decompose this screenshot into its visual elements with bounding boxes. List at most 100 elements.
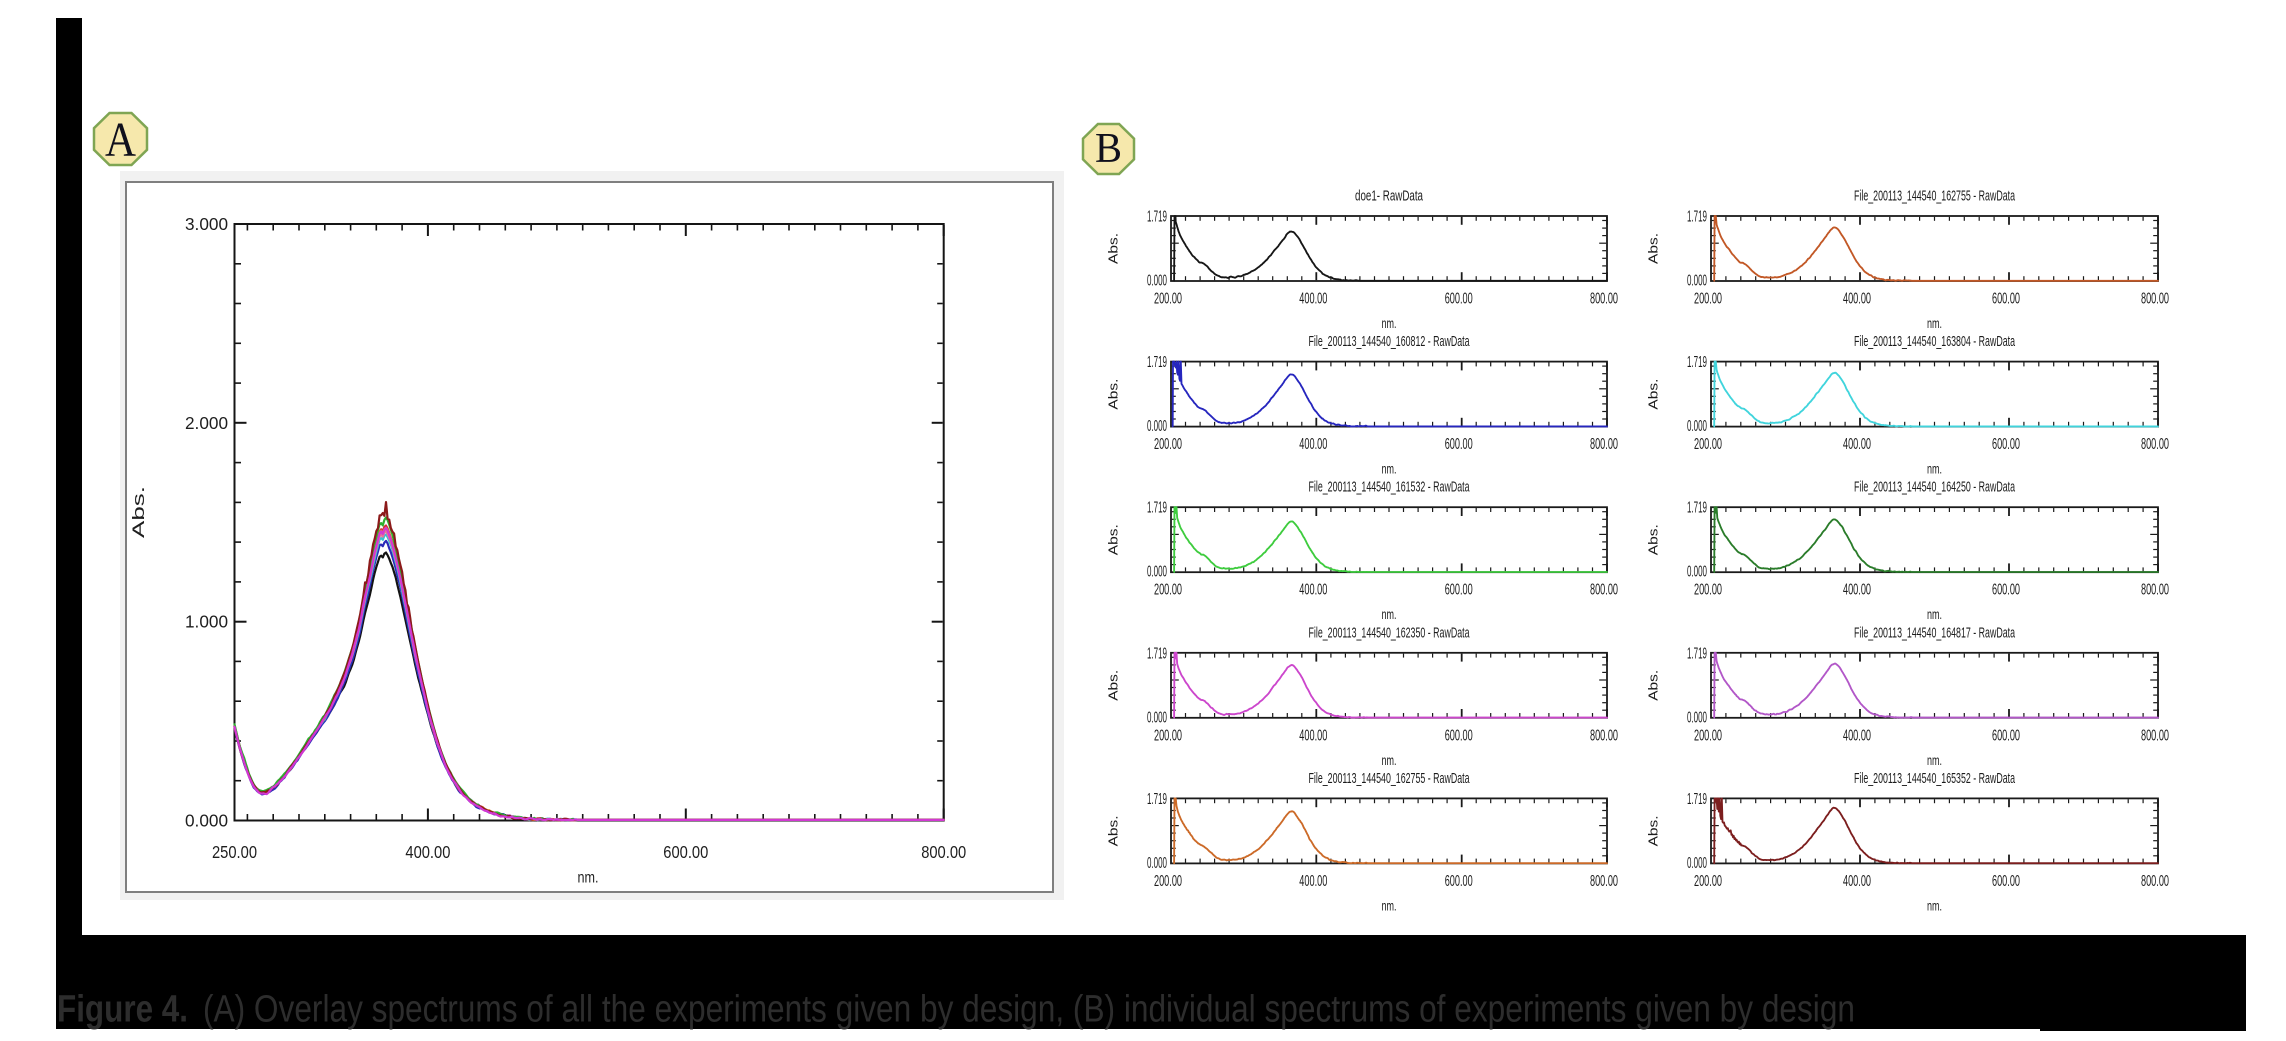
svg-text:200.00: 200.00 [1154, 291, 1182, 308]
svg-text:800.00: 800.00 [2141, 582, 2169, 599]
svg-text:File_200113_144540_161532 - Ra: File_200113_144540_161532 - RawData [1309, 479, 1470, 496]
svg-text:800.00: 800.00 [2141, 873, 2169, 890]
svg-text:400.00: 400.00 [1843, 873, 1871, 890]
svg-text:nm.: nm. [1927, 606, 1942, 622]
svg-text:File_200113_144540_162755 - Ra: File_200113_144540_162755 - RawData [1309, 770, 1470, 787]
svg-text:B: B [1095, 126, 1122, 172]
svg-text:Abs.: Abs. [1106, 815, 1121, 846]
svg-text:0.000: 0.000 [1687, 564, 1707, 581]
svg-text:600.00: 600.00 [1992, 582, 2020, 599]
svg-text:Abs.: Abs. [1106, 233, 1121, 264]
svg-text:1.719: 1.719 [1147, 645, 1167, 662]
svg-text:Abs.: Abs. [1106, 524, 1121, 555]
svg-text:nm.: nm. [578, 870, 599, 887]
svg-text:200.00: 200.00 [1694, 582, 1722, 599]
svg-text:400.00: 400.00 [1843, 727, 1871, 744]
svg-text:(A) Overlay spectrums of all t: (A) Overlay spectrums of all the experim… [203, 989, 1855, 1031]
svg-text:200.00: 200.00 [1694, 873, 1722, 890]
svg-text:File_200113_144540_164250 - Ra: File_200113_144540_164250 - RawData [1854, 479, 2015, 496]
svg-text:200.00: 200.00 [1154, 873, 1182, 890]
svg-text:600.00: 600.00 [1445, 582, 1473, 599]
svg-text:0.000: 0.000 [185, 811, 228, 831]
svg-text:0.000: 0.000 [1687, 855, 1707, 872]
svg-text:File_200113_144540_160812 - Ra: File_200113_144540_160812 - RawData [1309, 333, 1470, 350]
svg-text:2.000: 2.000 [185, 413, 228, 433]
svg-text:250.00: 250.00 [212, 842, 257, 862]
svg-text:800.00: 800.00 [2141, 291, 2169, 308]
svg-text:1.719: 1.719 [1147, 791, 1167, 808]
svg-text:400.00: 400.00 [1843, 436, 1871, 453]
svg-text:1.719: 1.719 [1687, 209, 1707, 226]
svg-text:600.00: 600.00 [1445, 291, 1473, 308]
svg-text:File_200113_144540_164817 - Ra: File_200113_144540_164817 - RawData [1854, 624, 2015, 641]
svg-text:1.719: 1.719 [1147, 209, 1167, 226]
svg-text:nm.: nm. [1382, 752, 1397, 768]
svg-text:600.00: 600.00 [1992, 727, 2020, 744]
svg-text:File_200113_144540_165352 - Ra: File_200113_144540_165352 - RawData [1854, 770, 2015, 787]
svg-text:400.00: 400.00 [1299, 873, 1327, 890]
svg-text:Abs.: Abs. [1646, 379, 1661, 410]
svg-text:200.00: 200.00 [1694, 291, 1722, 308]
svg-text:nm.: nm. [1382, 897, 1397, 913]
svg-text:File_200113_144540_162350 - Ra: File_200113_144540_162350 - RawData [1309, 624, 1470, 641]
svg-text:600.00: 600.00 [1445, 436, 1473, 453]
svg-text:200.00: 200.00 [1154, 727, 1182, 744]
svg-text:Abs.: Abs. [1106, 379, 1121, 410]
svg-text:Abs.: Abs. [1646, 670, 1661, 701]
svg-text:200.00: 200.00 [1154, 582, 1182, 599]
svg-text:nm.: nm. [1927, 752, 1942, 768]
svg-text:Abs.: Abs. [1646, 233, 1661, 264]
svg-text:0.000: 0.000 [1147, 855, 1167, 872]
svg-text:600.00: 600.00 [1992, 873, 2020, 890]
svg-text:doe1- RawData: doe1- RawData [1355, 188, 1423, 205]
svg-text:800.00: 800.00 [2141, 727, 2169, 744]
svg-text:1.719: 1.719 [1687, 354, 1707, 371]
svg-text:600.00: 600.00 [1992, 436, 2020, 453]
svg-text:400.00: 400.00 [1299, 291, 1327, 308]
svg-text:1.000: 1.000 [185, 612, 228, 632]
svg-text:1.719: 1.719 [1687, 645, 1707, 662]
svg-text:400.00: 400.00 [1299, 582, 1327, 599]
svg-text:A: A [105, 112, 137, 167]
svg-text:nm.: nm. [1382, 461, 1397, 477]
svg-text:200.00: 200.00 [1694, 727, 1722, 744]
svg-text:Abs.: Abs. [1106, 670, 1121, 701]
svg-text:400.00: 400.00 [1299, 436, 1327, 453]
svg-text:0.000: 0.000 [1687, 418, 1707, 435]
svg-text:400.00: 400.00 [405, 842, 450, 862]
svg-text:1.719: 1.719 [1147, 500, 1167, 517]
svg-text:600.00: 600.00 [663, 842, 708, 862]
svg-text:800.00: 800.00 [1590, 291, 1618, 308]
svg-text:3.000: 3.000 [185, 214, 228, 234]
svg-text:0.000: 0.000 [1147, 564, 1167, 581]
svg-text:400.00: 400.00 [1299, 727, 1327, 744]
svg-text:File_200113_144540_162755 - Ra: File_200113_144540_162755 - RawData [1854, 188, 2015, 205]
svg-text:600.00: 600.00 [1992, 291, 2020, 308]
svg-text:400.00: 400.00 [1843, 582, 1871, 599]
svg-text:nm.: nm. [1927, 461, 1942, 477]
svg-text:Abs.: Abs. [1646, 815, 1661, 846]
svg-text:nm.: nm. [1927, 315, 1942, 331]
svg-text:nm.: nm. [1927, 897, 1942, 913]
svg-text:0.000: 0.000 [1147, 709, 1167, 726]
svg-text:800.00: 800.00 [1590, 873, 1618, 890]
svg-text:0.000: 0.000 [1147, 418, 1167, 435]
svg-text:600.00: 600.00 [1445, 727, 1473, 744]
svg-text:Figure 4.: Figure 4. [57, 989, 188, 1031]
svg-text:200.00: 200.00 [1694, 436, 1722, 453]
svg-text:0.000: 0.000 [1687, 709, 1707, 726]
svg-text:nm.: nm. [1382, 606, 1397, 622]
svg-text:800.00: 800.00 [1590, 582, 1618, 599]
svg-text:Abs.: Abs. [130, 486, 148, 538]
svg-text:1.719: 1.719 [1147, 354, 1167, 371]
svg-text:600.00: 600.00 [1445, 873, 1473, 890]
svg-text:800.00: 800.00 [1590, 727, 1618, 744]
svg-text:nm.: nm. [1382, 315, 1397, 331]
svg-text:800.00: 800.00 [921, 842, 966, 862]
svg-text:800.00: 800.00 [2141, 436, 2169, 453]
svg-text:0.000: 0.000 [1147, 273, 1167, 290]
svg-text:400.00: 400.00 [1843, 291, 1871, 308]
svg-text:File_200113_144540_163804 - Ra: File_200113_144540_163804 - RawData [1854, 333, 2015, 350]
svg-text:200.00: 200.00 [1154, 436, 1182, 453]
svg-text:1.719: 1.719 [1687, 500, 1707, 517]
